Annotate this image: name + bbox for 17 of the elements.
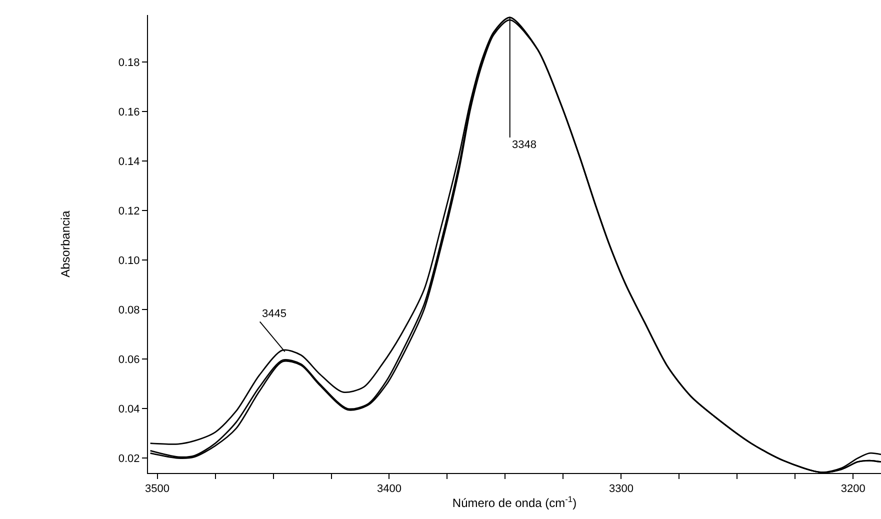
x-tick-label: 3300 [608, 483, 634, 496]
y-tick-label: 0.18 [118, 56, 140, 69]
x-tick-label: 3400 [377, 483, 402, 496]
y-tick-label: 0.04 [118, 403, 140, 416]
x-axis-title: Número de onda (cm$^{-1}$) [452, 494, 577, 510]
annotation: 3348 [512, 139, 536, 151]
y-tick-label: 0.16 [118, 106, 140, 118]
annotation: 3445 [262, 308, 286, 320]
x-tick-label: 3200 [840, 483, 866, 496]
y-tick-label: 0.14 [118, 156, 140, 168]
y-tick-label: 0.02 [118, 453, 140, 465]
y-tick-label: 0.08 [118, 304, 140, 316]
y-axis-title: Absorbancia [58, 210, 73, 278]
y-tick-label: 0.06 [118, 354, 140, 366]
y-tick-label: 0.12 [118, 205, 140, 218]
x-tick-label: 3500 [145, 483, 170, 496]
y-tick-label: 0.10 [118, 254, 140, 267]
